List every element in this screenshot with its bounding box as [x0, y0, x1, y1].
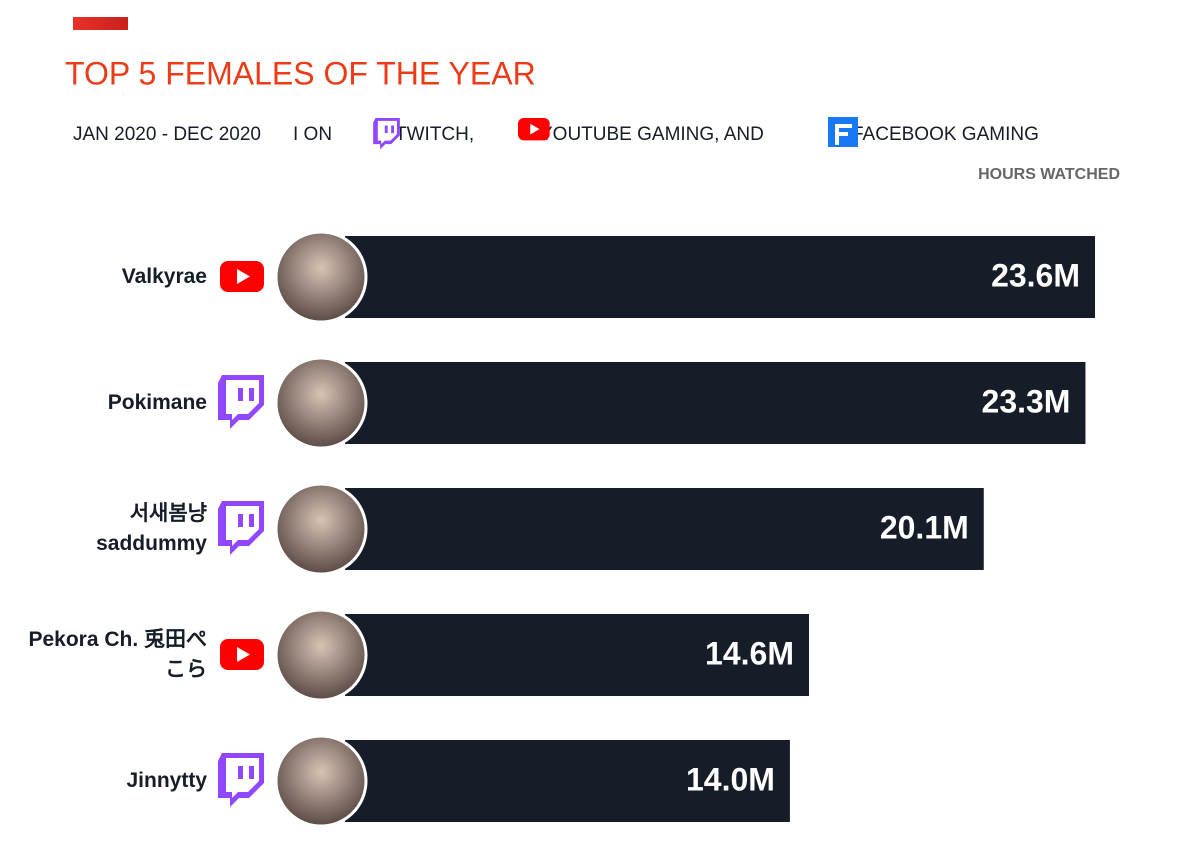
- value-label: 14.0M: [686, 761, 775, 797]
- bar: [345, 614, 809, 696]
- icon-shape: [238, 766, 243, 779]
- category-label: 서새봄냥 saddummy: [96, 502, 207, 555]
- icon-shape: [238, 388, 243, 401]
- value-label: 14.6M: [705, 635, 794, 671]
- avatar: [274, 482, 368, 576]
- on-label: I ON: [293, 124, 332, 145]
- platform-label: FACEBOOK GAMING: [852, 124, 1039, 145]
- accent-bar: [73, 17, 128, 30]
- youtube-icon: [220, 639, 264, 670]
- value-label: 23.3M: [982, 383, 1071, 419]
- bar: [345, 236, 1095, 318]
- bar: [345, 488, 984, 570]
- icon-shape: [384, 125, 388, 134]
- category-label: Jinnytty: [126, 769, 207, 792]
- icon-shape: [237, 647, 250, 662]
- axis-label: HOURS WATCHED: [978, 166, 1120, 183]
- twitch-icon: [218, 501, 264, 555]
- youtube-icon: [220, 261, 264, 292]
- category-label: Valkyrae: [121, 265, 207, 288]
- chart-title: TOP 5 FEMALES OF THE YEAR: [65, 55, 536, 91]
- avatar: [274, 230, 368, 324]
- value-label: 20.1M: [880, 509, 969, 545]
- icon-shape: [391, 125, 395, 134]
- platform-label: YOUTUBE GAMING, AND: [540, 124, 764, 145]
- icon-shape: [237, 269, 250, 284]
- youtube-icon: [518, 118, 550, 141]
- bar: [345, 362, 1086, 444]
- value-label: 23.6M: [991, 257, 1080, 293]
- category-label: Pekora Ch. 兎田ぺこら: [28, 628, 207, 681]
- facebook-icon: [828, 117, 858, 147]
- twitch-icon: [373, 118, 400, 150]
- twitch-icon: [218, 753, 264, 807]
- avatar: [274, 356, 368, 450]
- avatar: [274, 608, 368, 702]
- icon-shape: [249, 388, 254, 401]
- icon-shape: [249, 766, 254, 779]
- icon-shape: [530, 123, 540, 135]
- period: JAN 2020 - DEC 2020: [73, 124, 261, 145]
- icon-shape: [249, 514, 254, 527]
- category-label: Pokimane: [107, 391, 207, 414]
- platform-label: TWITCH,: [395, 124, 474, 145]
- icon-shape: [835, 124, 852, 145]
- twitch-icon: [218, 375, 264, 429]
- bar: [345, 740, 790, 822]
- avatar: [274, 734, 368, 828]
- icon-shape: [238, 514, 243, 527]
